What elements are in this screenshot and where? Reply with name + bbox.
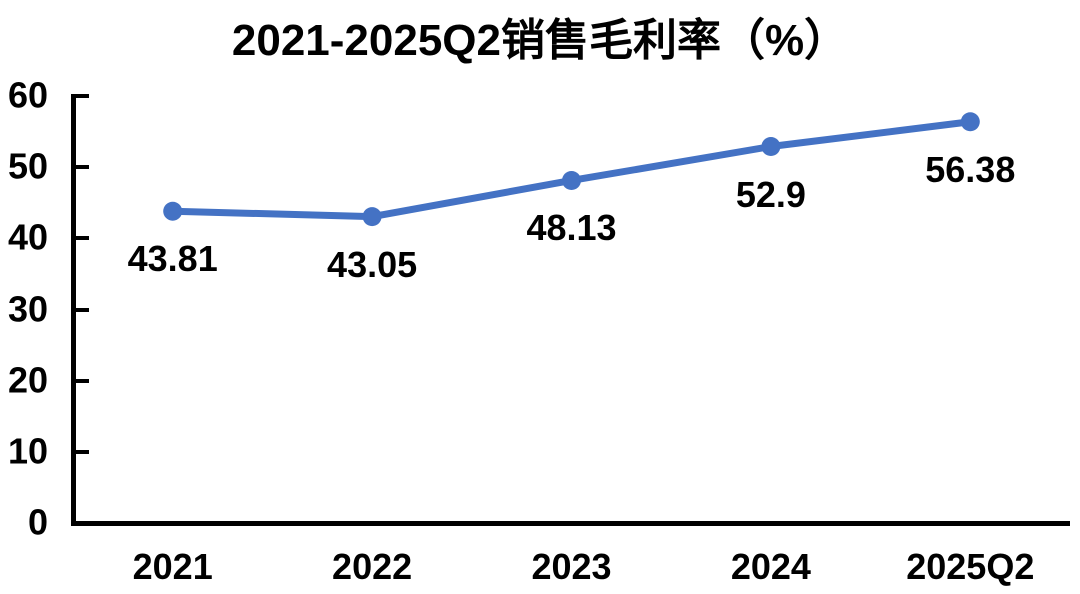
x-axis-line (71, 521, 1070, 526)
y-tick-mark (76, 307, 89, 312)
data-point-marker (960, 112, 980, 132)
data-point-marker (362, 207, 382, 227)
data-point-marker (163, 201, 183, 221)
data-label: 43.81 (127, 238, 218, 280)
data-label: 52.9 (735, 173, 806, 215)
y-axis-line (71, 94, 76, 526)
x-tick-label: 2022 (332, 546, 413, 587)
y-tick-label: 60 (7, 74, 48, 116)
y-tick-mark (76, 378, 89, 383)
x-tick-label: 2023 (531, 546, 612, 587)
data-point-marker (761, 137, 781, 157)
y-tick-mark (76, 521, 89, 525)
y-tick-mark (76, 165, 89, 170)
data-label: 48.13 (526, 207, 617, 249)
data-label: 43.05 (327, 243, 418, 285)
y-tick-label: 10 (7, 430, 48, 472)
data-label: 56.38 (925, 148, 1016, 190)
y-tick-label: 30 (7, 287, 48, 329)
x-tick-label: 2021 (132, 546, 213, 587)
y-tick-label: 40 (7, 216, 48, 258)
y-tick-mark (76, 94, 89, 98)
y-tick-label: 20 (7, 358, 48, 400)
y-tick-mark (76, 449, 89, 454)
data-point-marker (562, 170, 581, 190)
y-tick-label: 50 (7, 145, 48, 187)
y-tick-mark (76, 236, 89, 241)
series-line (169, 118, 974, 221)
x-tick-label: 2025Q2 (906, 546, 1035, 587)
chart-title: 2021-2025Q2销售毛利率（%） (231, 16, 849, 65)
x-tick-label: 2024 (730, 546, 811, 587)
y-tick-label: 0 (27, 501, 48, 543)
